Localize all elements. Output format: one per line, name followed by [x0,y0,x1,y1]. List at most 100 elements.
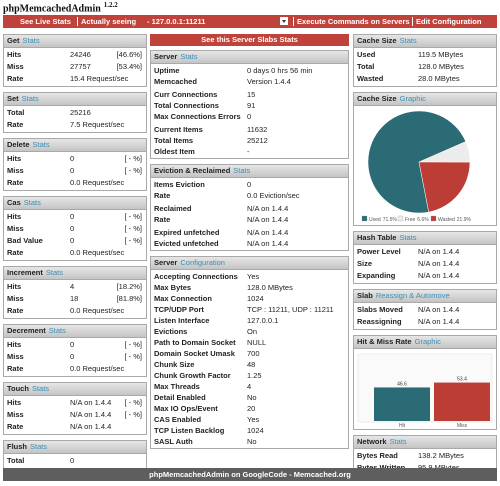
panel-title: Hash Table [357,233,397,242]
legend-swatch [430,215,437,222]
stat-row: Miss 0 [ - %] [4,351,146,363]
legend-name: Used [369,217,381,223]
panel-title: Set [7,94,19,103]
stat-row: Hits 0 [ - %] [4,153,146,165]
bar-value: 46.6 [397,381,407,387]
stat-row: Expired unfetched N/A on 1.4.4 [151,227,348,238]
stat-value: 0 days 0 hrs 56 min [247,66,313,75]
server-select[interactable]: - 127.0.0.1:11211 [147,17,206,26]
bar [374,387,430,421]
panel-title: Cache Size [357,94,397,103]
stat-row: Rate 0.0 Request/sec [4,363,146,375]
stat-label: Hits [7,340,22,349]
panel-subtitle: Stats [32,140,50,149]
stat-row: Max Connections Errors 0 [151,111,348,122]
stat-value: N/A on 1.4.4 [418,305,460,314]
stat-value: 0.0 Request/sec [70,178,125,187]
panel-header: Cache Size Graphic [354,93,496,106]
panel-header: Decrement Stats [4,325,146,338]
stat-value: 0.0 Request/sec [70,306,125,315]
stat-label: Rate [154,191,171,200]
stat-label: Size [357,259,373,268]
stat-value: 128.0 MBytes [247,283,293,292]
stat-label: CAS Enabled [154,415,202,424]
stat-row: Current Items 11632 [151,124,348,135]
app-title: phpMemcachedAdmin 1.2.2 [3,1,118,14]
stat-label: Hits [7,282,22,291]
stat-label: Chunk Size [154,360,195,369]
nav-link[interactable]: Execute Commands on Servers [293,17,410,26]
stat-label: Miss [7,166,24,175]
stat-label: Rate [7,364,24,373]
slabs-button[interactable]: See this Server Slabs Stats [150,34,349,46]
stat-label: Expanding [357,271,396,280]
stat-row: Rate 0.0 Request/sec [4,177,146,189]
stat-value: 18 [70,294,79,303]
stat-label: Miss [7,352,24,361]
stat-label: Max IO Ops/Event [154,404,218,413]
stat-label: Reassigning [357,317,402,326]
stat-percent: [81.8%] [116,294,142,303]
panel-title: Touch [7,384,29,393]
stat-row: Total 128.0 MBytes [354,61,496,73]
stat-label: Domain Socket Umask [154,349,235,358]
stat-label: Bad Value [7,236,43,245]
panel-header: Eviction & Reclaimed Stats [151,165,348,178]
panel: Cache Size Graphic Used 71.5% Free 6.6% Wasted… [353,92,497,226]
stat-row: Domain Socket Umask 700 [151,348,348,359]
stat-row: Evicted unfetched N/A on 1.4.4 [151,238,348,249]
stat-label: Listen Interface [154,316,210,325]
stat-label: Max Threads [154,382,200,391]
panel-header: Server Configuration [151,257,348,270]
stat-value: N/A on 1.4.4 [70,410,112,419]
stat-label: Max Bytes [154,283,192,292]
stat-row: TCP Listen Backlog 1024 [151,425,348,436]
panel-subtitle: Stats [399,233,417,242]
stat-label: Accepting Connections [154,272,238,281]
panel-title: Eviction & Reclaimed [154,166,231,175]
panel-header: Server Stats [151,51,348,64]
panel-header: Hit & Miss Rate Graphic [354,336,496,349]
stat-value: 91 [247,101,256,110]
bar [434,382,490,421]
stat-value: 1024 [247,294,264,303]
panel-header: Increment Stats [4,267,146,280]
stat-label: Total [357,62,375,71]
panel: Decrement Stats Hits 0 [ - %] Miss 0 [ - %] Rate… [3,324,147,377]
stat-label: Evicted unfetched [154,239,219,248]
stat-row: Max IO Ops/Event 20 [151,403,348,414]
app-version: 1.2.2 [103,1,118,9]
panel-title: Cache Size [357,36,397,45]
stat-row: Miss 0 [ - %] [4,223,146,235]
legend-name: Wasted [438,217,455,223]
panel-body: Hits 0 [ - %] Miss 0 [ - %] Rate 0.0 Request/se… [4,152,146,190]
bar-value: 53.4 [457,377,467,383]
panel-title: Server [154,52,178,61]
panel-header: Cache Size Stats [354,35,496,48]
stat-label: Curr Connections [154,90,218,99]
stat-label: Hits [7,398,22,407]
stat-label: Miss [7,62,24,71]
stat-row: Evictions On [151,326,348,337]
stat-label: Miss [7,224,24,233]
stat-label: Miss [7,410,24,419]
pie-chart: Used 71.5% Free 6.6% Wasted 21.9% [361,110,471,223]
panel-body: Items Eviction 0 Rate 0.0 Eviction/sec Recla… [151,178,348,250]
panel: Eviction & Reclaimed Stats Items Eviction 0… [150,164,349,251]
stat-row: Rate 7.5 Request/sec [4,119,146,131]
stat-value: 0 [70,352,75,361]
stat-row: Hits 4 [18.2%] [4,281,146,293]
stat-row: Rate 15.4 Request/sec [4,73,146,85]
panel-subtitle: Stats [45,268,63,277]
stat-label: Max Connections Errors [154,112,241,121]
stat-value: 0 [70,166,75,175]
nav-link[interactable]: Edit Configuration [412,17,481,26]
stat-value: No [247,393,257,402]
stat-value: No [247,437,257,446]
dropdown-button[interactable] [280,17,288,25]
stat-value: On [247,327,258,336]
stat-value: 24246 [70,50,91,59]
nav-link[interactable]: See Live Stats [20,17,71,26]
panel-subtitle: Graphic [399,94,426,103]
panel-subtitle: Stats [233,166,251,175]
